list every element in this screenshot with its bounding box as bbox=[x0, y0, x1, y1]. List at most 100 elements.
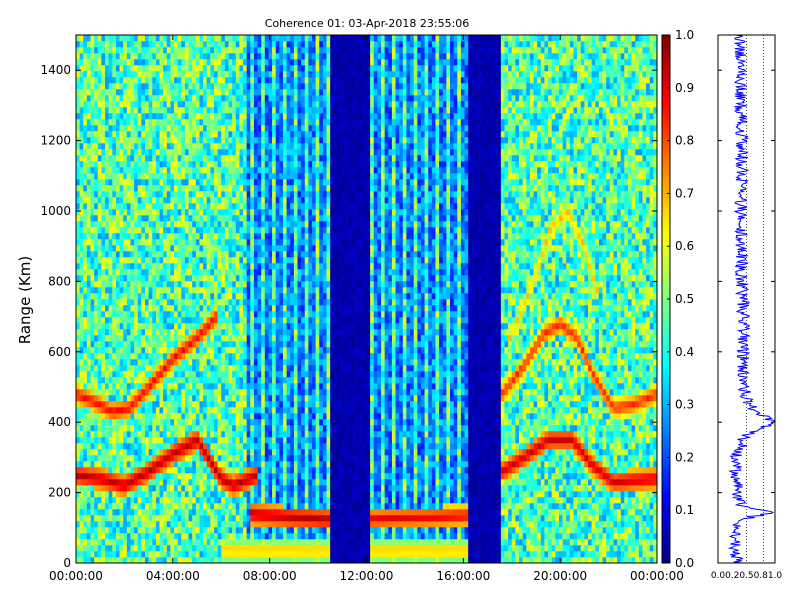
heatmap-cell bbox=[94, 545, 99, 552]
heatmap-cell bbox=[261, 131, 266, 138]
heatmap-cell bbox=[123, 35, 128, 42]
heatmap-cell bbox=[206, 557, 211, 564]
heatmap-cell bbox=[76, 95, 80, 102]
heatmap-cell bbox=[210, 155, 215, 162]
heatmap-cell bbox=[203, 227, 208, 234]
heatmap-cell bbox=[90, 233, 95, 240]
heatmap-cell bbox=[199, 359, 204, 366]
heatmap-cell bbox=[250, 143, 255, 150]
heatmap-cell bbox=[272, 359, 277, 366]
heatmap-cell bbox=[243, 269, 247, 276]
heatmap-cell bbox=[119, 551, 124, 558]
heatmap-cell bbox=[279, 455, 284, 462]
heatmap-cell bbox=[246, 359, 251, 366]
heatmap-cell bbox=[268, 443, 273, 450]
heatmap-cell bbox=[184, 179, 189, 186]
heatmap-cell bbox=[130, 119, 135, 126]
heatmap-cell bbox=[123, 233, 128, 240]
heatmap-cell bbox=[152, 275, 157, 282]
heatmap-cell bbox=[141, 413, 146, 420]
heatmap-cell bbox=[101, 275, 106, 282]
heatmap-cell bbox=[235, 491, 240, 498]
heatmap-cell bbox=[243, 311, 247, 318]
heatmap-cell bbox=[203, 533, 208, 540]
heatmap-cell bbox=[217, 275, 222, 282]
heatmap-cell bbox=[181, 251, 186, 258]
heatmap-cell bbox=[112, 497, 117, 504]
heatmap-cell bbox=[148, 35, 153, 42]
heatmap-cell bbox=[195, 161, 200, 168]
heatmap-cell bbox=[221, 269, 226, 276]
heatmap-cell bbox=[134, 551, 139, 558]
heatmap-cell bbox=[76, 521, 80, 528]
heatmap-cell bbox=[235, 383, 240, 390]
heatmap-cell bbox=[221, 245, 226, 252]
heatmap-cell bbox=[221, 107, 226, 114]
heatmap-cell bbox=[210, 449, 215, 456]
heatmap-cell bbox=[76, 197, 80, 204]
heatmap-cell bbox=[206, 311, 211, 318]
heatmap-cell bbox=[119, 257, 124, 264]
heatmap-cell bbox=[268, 107, 273, 114]
heatmap-cell bbox=[141, 269, 146, 276]
heatmap-cell bbox=[137, 407, 142, 414]
heatmap-cell bbox=[199, 155, 204, 162]
heatmap-cell bbox=[221, 41, 226, 48]
heatmap-cell bbox=[112, 323, 117, 330]
heatmap-cell bbox=[199, 119, 204, 126]
heatmap-cell bbox=[97, 491, 102, 498]
heatmap-cell bbox=[90, 35, 95, 42]
heatmap-cell bbox=[126, 497, 131, 504]
heatmap-cell bbox=[90, 155, 95, 162]
heatmap-cell bbox=[275, 395, 280, 402]
heatmap-cell bbox=[221, 227, 226, 234]
heatmap-cell bbox=[235, 179, 240, 186]
heatmap-cell bbox=[177, 77, 182, 84]
heatmap-cell bbox=[199, 197, 204, 204]
heatmap-cell bbox=[243, 173, 247, 180]
heatmap-cell bbox=[177, 467, 182, 474]
heatmap-cell bbox=[217, 461, 222, 468]
heatmap-cell bbox=[232, 113, 237, 120]
heatmap-cell bbox=[272, 503, 277, 510]
heatmap-cell bbox=[130, 479, 135, 486]
heatmap-cell bbox=[221, 161, 226, 168]
heatmap-cell bbox=[217, 53, 222, 60]
heatmap-cell bbox=[166, 257, 171, 264]
heatmap-cell bbox=[268, 557, 273, 564]
heatmap-cell bbox=[119, 365, 124, 372]
heatmap-cell bbox=[152, 101, 157, 108]
heatmap-cell bbox=[275, 503, 280, 510]
heatmap-cell bbox=[232, 545, 237, 552]
heatmap-cell bbox=[115, 509, 120, 516]
heatmap-cell bbox=[192, 65, 197, 72]
heatmap-cell bbox=[264, 305, 269, 312]
heatmap-cell bbox=[155, 473, 160, 480]
heatmap-cell bbox=[112, 185, 117, 192]
heatmap-cell bbox=[170, 185, 175, 192]
heatmap-cell bbox=[97, 311, 102, 318]
heatmap-cell bbox=[181, 41, 186, 48]
heatmap-cell bbox=[184, 239, 189, 246]
heatmap-cell bbox=[217, 65, 222, 72]
heatmap-cell bbox=[246, 395, 251, 402]
heatmap-cell bbox=[203, 425, 208, 432]
heatmap-cell bbox=[257, 551, 262, 558]
heatmap-cell bbox=[221, 53, 226, 60]
heatmap-cell bbox=[206, 137, 211, 144]
heatmap-cell bbox=[239, 233, 244, 240]
heatmap-cell bbox=[166, 137, 171, 144]
heatmap-cell bbox=[184, 491, 189, 498]
heatmap-cell bbox=[170, 89, 175, 96]
heatmap-cell bbox=[130, 203, 135, 210]
heatmap-cell bbox=[206, 371, 211, 378]
heatmap-cell bbox=[83, 479, 88, 486]
heatmap-cell bbox=[79, 227, 84, 234]
heatmap-cell bbox=[192, 251, 197, 258]
heatmap-cell bbox=[217, 317, 222, 324]
heatmap-cell bbox=[206, 101, 211, 108]
heatmap-cell bbox=[115, 437, 120, 444]
heatmap-cell bbox=[232, 107, 237, 114]
heatmap-cell bbox=[112, 113, 117, 120]
heatmap-cell bbox=[163, 173, 168, 180]
